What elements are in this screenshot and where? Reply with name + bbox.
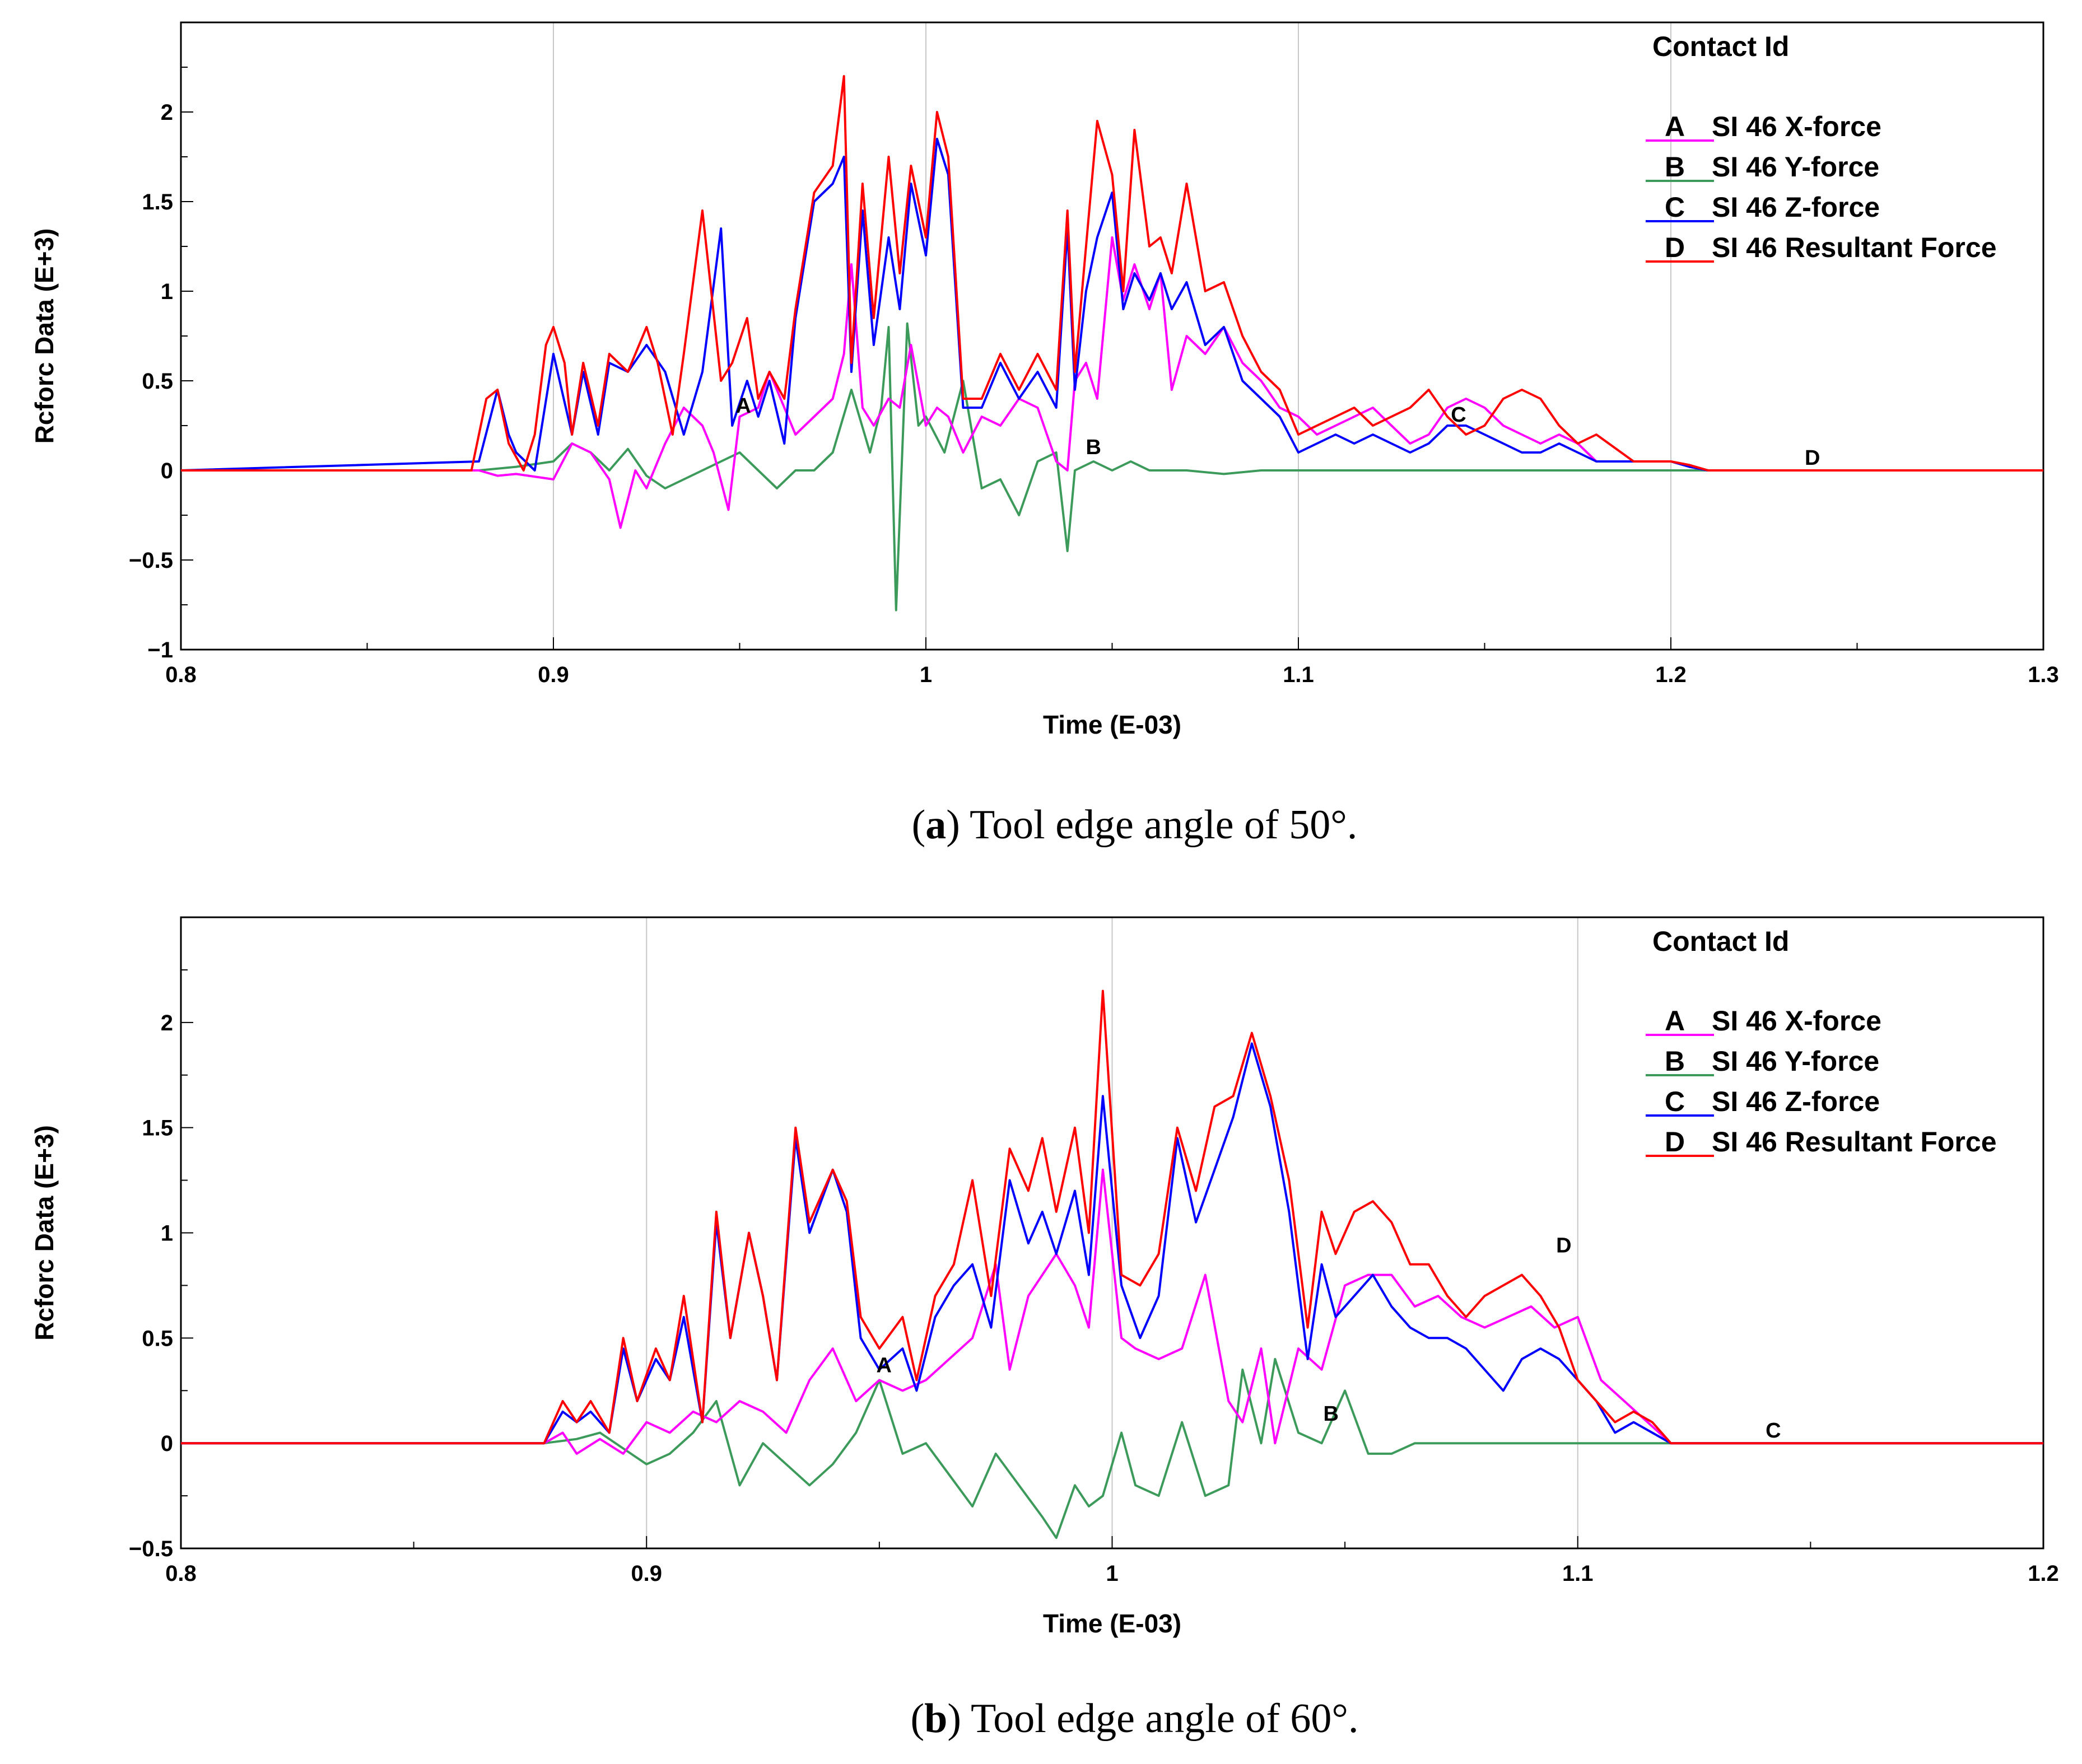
y-tick-label: 0 xyxy=(161,1431,173,1456)
legend-letter-b: B xyxy=(1665,1046,1685,1077)
series-line-d xyxy=(181,990,2043,1445)
series-line-c xyxy=(180,138,2043,472)
y-tick-label: −0.5 xyxy=(129,1537,173,1561)
curve-marker-d: D xyxy=(1556,1234,1571,1258)
caption-close-paren: ) xyxy=(947,1696,971,1742)
legend-letter-a: A xyxy=(1665,111,1685,142)
y-tick-label: 0 xyxy=(161,459,173,483)
caption-text: Tool edge angle of 50°. xyxy=(970,802,1357,848)
y-axis-title: Rcforc Data (E+3) xyxy=(30,228,59,444)
x-axis-title: Time (E-03) xyxy=(1043,1609,1181,1638)
legend-label-c: SI 46 Z-force xyxy=(1712,192,1880,223)
y-tick-label: 1.5 xyxy=(142,190,173,214)
series-line-d xyxy=(181,75,2043,472)
caption-close-paren: ) xyxy=(946,802,970,848)
chart-b: 0.8 0.9 1 1.1 1.2 −0.5 0 0.5 1 1.5 2 Time (E-03) Rcf… xyxy=(30,916,2059,1742)
x-tick-label: 0.8 xyxy=(165,662,197,687)
legend-letter-c: C xyxy=(1665,1086,1685,1117)
series-line-b xyxy=(181,1357,2043,1539)
caption-label: a xyxy=(925,802,946,848)
y-axis-title: Rcforc Data (E+3) xyxy=(30,1125,59,1341)
y-tick-label: 1.5 xyxy=(142,1116,173,1141)
chart-a: 0.8 0.9 1 1.1 1.2 1.3 −1 −0.5 0 0.5 1 1.5 2 Time (E-0… xyxy=(30,21,2059,848)
x-tick-label: 1.1 xyxy=(1283,662,1314,687)
x-tick-label: 0.8 xyxy=(165,1561,197,1586)
x-tick-label: 1.3 xyxy=(2028,662,2059,687)
legend-title: Contact Id xyxy=(1652,926,1789,957)
legend-label-b: SI 46 Y-force xyxy=(1712,151,1879,183)
series-line-b xyxy=(181,322,2043,612)
y-tick-label: 0.5 xyxy=(142,1326,173,1351)
x-tick-label: 1.1 xyxy=(1562,1561,1594,1586)
legend-label-d: SI 46 Resultant Force xyxy=(1712,1126,1997,1158)
legend-label-b: SI 46 Y-force xyxy=(1712,1046,1879,1077)
curve-marker-c: C xyxy=(1766,1419,1781,1443)
curve-marker-a: A xyxy=(876,1354,891,1378)
caption-text: Tool edge angle of 60°. xyxy=(971,1696,1358,1742)
curve-marker-b: B xyxy=(1323,1402,1338,1426)
y-tick-label: 2 xyxy=(161,100,173,125)
x-tick-label: 0.9 xyxy=(631,1561,662,1586)
figure-caption: (a) Tool edge angle of 50°. xyxy=(912,802,1358,848)
curve-marker-b: B xyxy=(1086,436,1101,459)
x-tick-label: 1.2 xyxy=(1655,662,1687,687)
series-line-a xyxy=(181,1168,2043,1455)
legend-letter-b: B xyxy=(1665,151,1685,183)
curve-marker-c: C xyxy=(1451,403,1466,427)
y-tick-label: 1 xyxy=(161,1221,173,1246)
caption-open-paren: ( xyxy=(912,802,926,848)
legend-label-d: SI 46 Resultant Force xyxy=(1712,232,1997,263)
caption-label: b xyxy=(924,1696,947,1742)
legend-letter-d: D xyxy=(1665,1126,1685,1158)
legend-label-c: SI 46 Z-force xyxy=(1712,1086,1880,1117)
x-tick-label: 0.9 xyxy=(538,662,569,687)
legend-letter-a: A xyxy=(1665,1005,1685,1037)
x-tick-label: 1.2 xyxy=(2028,1561,2059,1586)
y-tick-label: 0.5 xyxy=(142,369,173,394)
legend-label-a: SI 46 X-force xyxy=(1712,111,1881,142)
y-tick-label: 2 xyxy=(161,1011,173,1035)
curve-marker-a: A xyxy=(735,394,751,418)
x-tick-label: 1 xyxy=(1106,1561,1118,1586)
y-tick-label: −1 xyxy=(147,638,173,662)
figure-caption: (b) Tool edge angle of 60°. xyxy=(911,1696,1359,1742)
legend-letter-c: C xyxy=(1665,192,1685,223)
series-line-a xyxy=(181,236,2043,529)
y-tick-label: −0.5 xyxy=(129,548,173,573)
legend-label-a: SI 46 X-force xyxy=(1712,1005,1881,1037)
curve-marker-d: D xyxy=(1805,446,1820,470)
legend-title: Contact Id xyxy=(1652,31,1789,62)
x-tick-label: 1 xyxy=(920,662,932,687)
legend-letter-d: D xyxy=(1665,232,1685,263)
x-axis-title: Time (E-03) xyxy=(1043,710,1181,739)
y-tick-label: 1 xyxy=(161,279,173,304)
caption-open-paren: ( xyxy=(911,1696,925,1742)
